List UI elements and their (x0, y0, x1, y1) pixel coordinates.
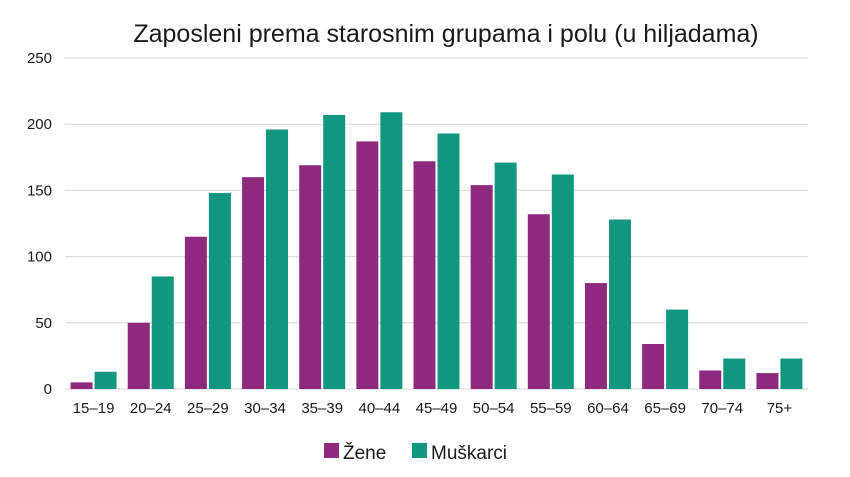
bar-muskarci (323, 114, 346, 389)
bar-zene (184, 236, 207, 389)
bar-zene (242, 177, 265, 389)
x-tick-label: 60–64 (587, 400, 629, 417)
y-tick-label: 250 (27, 50, 52, 67)
x-tick-label: 65–69 (644, 400, 686, 417)
x-tick-label: 35–39 (301, 400, 343, 417)
bar-zene (699, 370, 722, 389)
bar-muskarci (666, 309, 689, 389)
y-tick-label: 0 (44, 381, 52, 398)
x-tick-label: 50–54 (473, 400, 515, 417)
bar-zene (70, 382, 93, 389)
legend-swatch (412, 443, 427, 458)
bar-zene (470, 185, 493, 389)
y-tick-label: 200 (27, 116, 52, 133)
bar-zene (299, 165, 322, 389)
bar-muskarci (437, 133, 460, 389)
y-tick-label: 50 (35, 315, 52, 332)
x-tick-label: 45–49 (416, 400, 458, 417)
bar-zene (527, 214, 550, 389)
bar-muskarci (266, 129, 289, 389)
bars (70, 112, 803, 389)
bar-zene (356, 141, 379, 389)
bar-muskarci (380, 112, 403, 389)
bar-zene (642, 343, 665, 389)
bar-zene (584, 283, 607, 389)
x-tick-label: 20–24 (130, 400, 172, 417)
x-tick-label: 75+ (767, 400, 793, 417)
chart-title: Zaposleni prema starosnim grupama i polu… (133, 20, 758, 48)
x-axis-tick-labels: 15–19 20–24 25–29 30–34 35–39 40–44 45–49 50–54… (73, 400, 793, 417)
legend: Žene Muškarci (324, 442, 507, 464)
bar-muskarci (151, 276, 174, 389)
y-axis-tick-labels: 0 50 100 150 200 250 (27, 50, 52, 398)
gridlines (65, 57, 808, 390)
x-tick-label: 70–74 (701, 400, 743, 417)
legend-label: Žene (343, 442, 386, 464)
legend-label: Muškarci (431, 443, 507, 464)
bar-muskarci (208, 193, 231, 389)
bar-muskarci (723, 358, 746, 389)
bar-muskarci (494, 162, 517, 389)
bar-muskarci (608, 219, 631, 389)
bar-zene (127, 322, 150, 389)
x-tick-label: 15–19 (73, 400, 115, 417)
y-tick-label: 100 (27, 249, 52, 266)
bar-muskarci (780, 358, 803, 389)
y-tick-label: 150 (27, 182, 52, 199)
x-tick-label: 30–34 (244, 400, 286, 417)
x-tick-label: 55–59 (530, 400, 572, 417)
x-tick-label: 40–44 (358, 400, 400, 417)
bar-muskarci (94, 371, 117, 389)
x-tick-label: 25–29 (187, 400, 229, 417)
bar-zene (413, 161, 436, 389)
bar-zene (756, 373, 779, 389)
bar-muskarci (551, 174, 574, 389)
legend-swatch (324, 443, 339, 458)
